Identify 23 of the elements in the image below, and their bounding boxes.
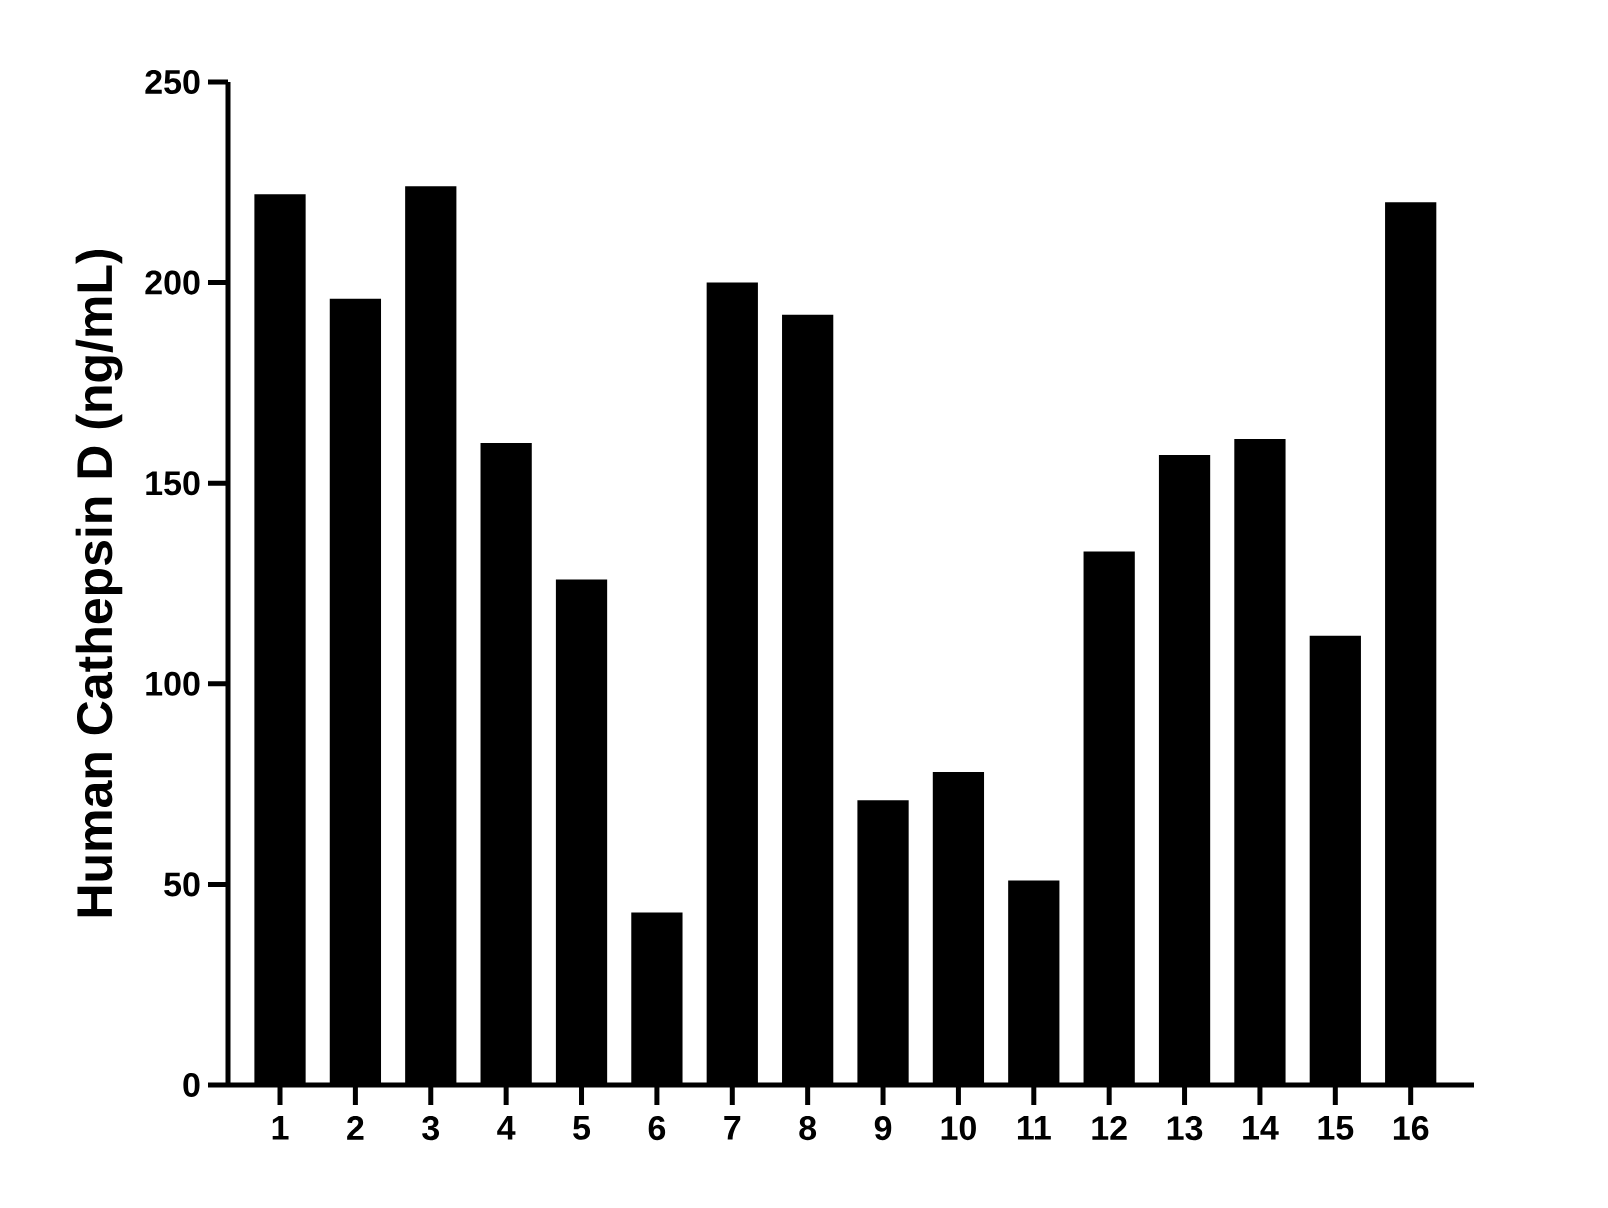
y-axis-title: Human Cathepsin D (ng/mL) <box>75 249 123 917</box>
x-tick-label: 7 <box>724 1116 741 1140</box>
x-tick-label: 15 <box>1318 1116 1354 1140</box>
x-tick-label: 16 <box>1393 1116 1429 1141</box>
x-tick-label: 11 <box>1017 1116 1051 1140</box>
x-tick-label: 3 <box>422 1116 440 1141</box>
y-tick-label: 50 <box>164 872 200 897</box>
y-tick-label: 200 <box>145 270 200 295</box>
x-tick-label: 13 <box>1167 1116 1203 1141</box>
x-tick-label: 4 <box>497 1116 516 1140</box>
x-tick-label: 10 <box>941 1116 976 1141</box>
x-tick-label: 2 <box>347 1116 364 1140</box>
x-tick-label: 12 <box>1092 1116 1127 1140</box>
y-tick-label: 250 <box>145 69 200 95</box>
x-tick-label: 6 <box>648 1116 666 1141</box>
x-tick-label: 1 <box>272 1116 289 1140</box>
x-tick-label: 8 <box>799 1116 817 1141</box>
x-tick-label: 14 <box>1243 1116 1279 1140</box>
y-tick-label: 100 <box>146 671 200 696</box>
y-tick-label: 0 <box>183 1072 200 1098</box>
y-tick-label: 150 <box>146 471 200 496</box>
x-tick-label: 9 <box>874 1116 892 1141</box>
x-tick-label: 5 <box>573 1116 591 1140</box>
